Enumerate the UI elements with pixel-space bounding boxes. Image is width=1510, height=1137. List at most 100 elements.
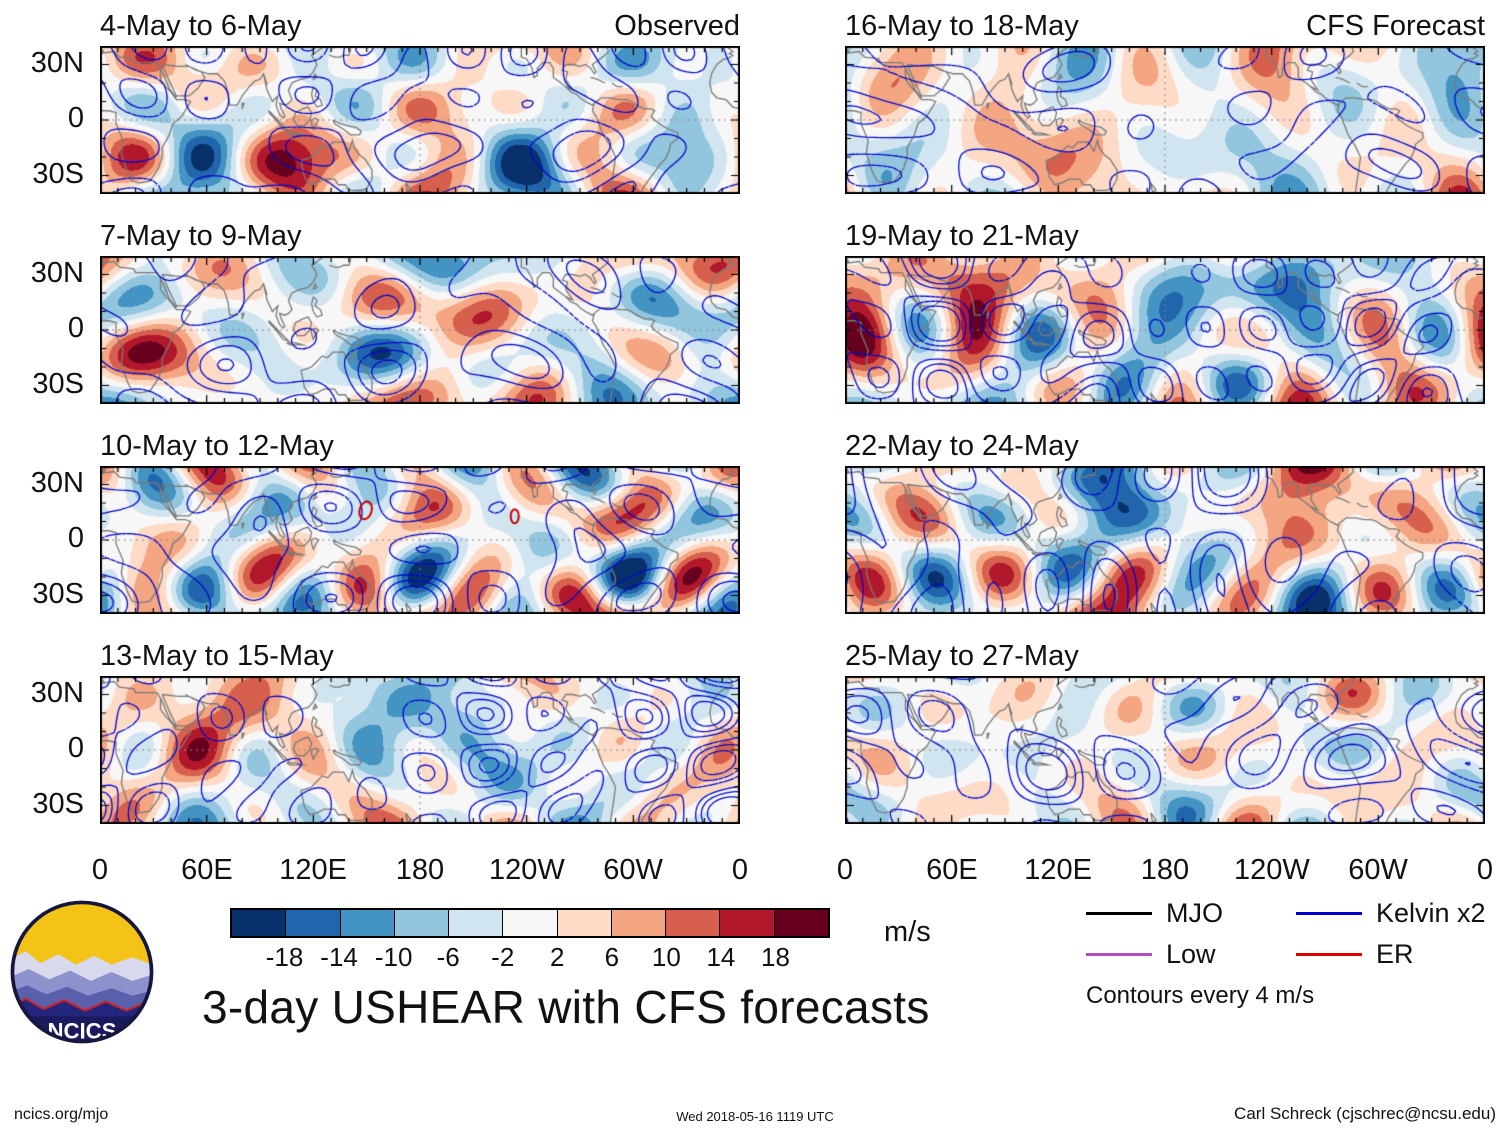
colorbar-cell bbox=[286, 910, 341, 936]
panel-title: 16-May to 18-May bbox=[845, 10, 1079, 42]
map-panel: 22-May to 24-May bbox=[845, 428, 1485, 614]
colorbar-tick-label: 18 bbox=[760, 942, 790, 972]
y-tick-eq: 0 bbox=[67, 731, 84, 764]
map-frame bbox=[845, 676, 1485, 824]
map-frame bbox=[845, 256, 1485, 404]
colorbar-cell bbox=[557, 910, 612, 936]
x-tick: 60W bbox=[603, 854, 663, 886]
legend-entry-kelvin: Kelvin x2 bbox=[1296, 898, 1506, 929]
colorbar-tick-label: -2 bbox=[491, 942, 515, 972]
panel-head: 7-May to 9-May bbox=[100, 218, 740, 256]
x-tick: 120W bbox=[488, 854, 565, 886]
mjo-line-sample bbox=[1086, 912, 1152, 915]
panel-head: 16-May to 18-May CFS Forecast bbox=[845, 8, 1485, 46]
y-axis-labels: 30N 0 30S bbox=[0, 466, 100, 614]
panel-head: 4-May to 6-May Observed bbox=[100, 8, 740, 46]
x-tick: 60W bbox=[1348, 854, 1408, 886]
map-panel: 13-May to 15-May 30N 0 30S bbox=[0, 638, 740, 824]
colorbar-tick-label: 10 bbox=[651, 942, 681, 972]
colorbar: -18 -14 -10 -6 -2 2 6 10 14 18 bbox=[230, 908, 830, 972]
footer-url: ncics.org/mjo bbox=[14, 1106, 109, 1123]
panel-title: 19-May to 21-May bbox=[845, 220, 1079, 252]
x-tick: 120E bbox=[1024, 854, 1092, 886]
y-tick-30n: 30N bbox=[30, 466, 84, 499]
map-row bbox=[845, 46, 1485, 194]
colorbar-tick-label: 6 bbox=[604, 942, 620, 972]
x-tick: 60E bbox=[926, 854, 978, 886]
map-frame bbox=[845, 46, 1485, 194]
colorbar-cell bbox=[720, 910, 775, 936]
colorbar-cell bbox=[774, 910, 828, 936]
map-frame bbox=[100, 466, 740, 614]
panel-head: 22-May to 24-May bbox=[845, 428, 1485, 466]
y-tick-eq: 0 bbox=[67, 101, 84, 134]
legend-entry-mjo: MJO bbox=[1086, 898, 1296, 929]
colorbar-tick-label: 14 bbox=[706, 942, 736, 972]
panel-title: 10-May to 12-May bbox=[100, 430, 334, 462]
y-axis-labels: 30N 0 30S bbox=[0, 676, 100, 824]
map-canvas bbox=[845, 676, 1485, 824]
forecast-column: 16-May to 18-May CFS Forecast 19-May to … bbox=[837, 8, 1493, 890]
map-canvas bbox=[100, 256, 740, 404]
map-panel: 4-May to 6-May Observed 30N 0 30S bbox=[0, 8, 740, 194]
y-tick-30n: 30N bbox=[30, 256, 84, 289]
panel-head: 13-May to 15-May bbox=[100, 638, 740, 676]
map-panel: 10-May to 12-May 30N 0 30S bbox=[0, 428, 740, 614]
map-row bbox=[845, 466, 1485, 614]
footer-timestamp: Wed 2018-05-16 1119 UTC bbox=[676, 1109, 834, 1124]
y-tick-30n: 30N bbox=[30, 676, 84, 709]
colorbar-cell bbox=[449, 910, 504, 936]
map-frame bbox=[100, 256, 740, 404]
map-row bbox=[845, 256, 1485, 404]
panel-grid: 4-May to 6-May Observed 30N 0 30S 7-May … bbox=[0, 8, 1493, 890]
low-line-sample bbox=[1086, 953, 1152, 956]
colorbar-cell bbox=[232, 910, 287, 936]
legend-label: Low bbox=[1166, 939, 1216, 969]
map-row: 30N 0 30S bbox=[0, 466, 740, 614]
kelvin-line-sample bbox=[1296, 912, 1362, 915]
map-frame bbox=[100, 46, 740, 194]
colorbar-tick-label: -14 bbox=[320, 942, 358, 972]
colorbar-tick-label: -6 bbox=[436, 942, 460, 972]
legend-label: MJO bbox=[1166, 898, 1223, 928]
x-axis-labels-observed: 0 60E 120E 180 120W 60W 0 bbox=[92, 848, 748, 890]
map-canvas bbox=[845, 466, 1485, 614]
colorbar-tick-label: -18 bbox=[265, 942, 304, 972]
x-axis-labels-forecast: 0 60E 120E 180 120W 60W 0 bbox=[837, 848, 1493, 890]
panel-head: 19-May to 21-May bbox=[845, 218, 1485, 256]
page-footer: ncics.org/mjo Wed 2018-05-16 1119 UTC Ca… bbox=[0, 1104, 1510, 1130]
legend-label: Kelvin x2 bbox=[1376, 898, 1486, 928]
panel-title: 25-May to 27-May bbox=[845, 640, 1079, 672]
panel-title: 13-May to 15-May bbox=[100, 640, 334, 672]
x-tick: 0 bbox=[1476, 854, 1494, 886]
x-tick: 0 bbox=[91, 854, 109, 886]
legend-entry-er: ER bbox=[1296, 939, 1506, 970]
map-panel: 19-May to 21-May bbox=[845, 218, 1485, 404]
x-tick: 120W bbox=[1233, 854, 1310, 886]
map-panel: 25-May to 27-May bbox=[845, 638, 1485, 824]
y-tick-30s: 30S bbox=[32, 787, 84, 820]
map-canvas bbox=[100, 46, 740, 194]
map-row: 30N 0 30S bbox=[0, 256, 740, 404]
colorbar-cell bbox=[666, 910, 721, 936]
y-tick-30s: 30S bbox=[32, 157, 84, 190]
er-line-sample bbox=[1296, 953, 1362, 956]
y-tick-30s: 30S bbox=[32, 367, 84, 400]
y-tick-eq: 0 bbox=[67, 521, 84, 554]
colorbar-tick-label: 2 bbox=[550, 942, 565, 972]
map-panel: 16-May to 18-May CFS Forecast bbox=[845, 8, 1485, 194]
x-tick: 60E bbox=[181, 854, 233, 886]
legend-grid: MJO Kelvin x2 Low ER bbox=[1086, 898, 1506, 970]
ncics-logo-text: NCICS bbox=[47, 1019, 116, 1044]
ncics-logo: NCICS bbox=[8, 898, 156, 1046]
x-tick: 0 bbox=[836, 854, 854, 886]
map-canvas bbox=[100, 466, 740, 614]
map-panel: 7-May to 9-May 30N 0 30S bbox=[0, 218, 740, 404]
panel-title: 7-May to 9-May bbox=[100, 220, 302, 252]
colorbar-cell bbox=[611, 910, 667, 936]
map-frame bbox=[100, 676, 740, 824]
colorbar-cell bbox=[340, 910, 395, 936]
x-tick: 120E bbox=[279, 854, 347, 886]
panel-head: 10-May to 12-May bbox=[100, 428, 740, 466]
ncics-logo-image: NCICS bbox=[10, 900, 154, 1044]
